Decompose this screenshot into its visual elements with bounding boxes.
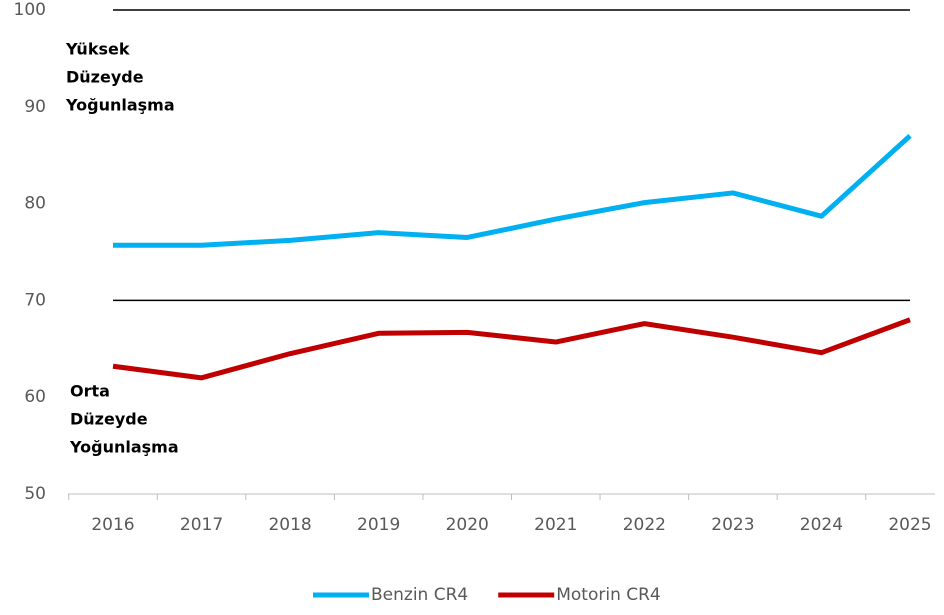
x-tick-label: 2020 [446, 515, 489, 535]
data-line [113, 133, 912, 248]
x-tick-label: 2023 [711, 515, 754, 535]
annotation: Yoğunlaşma [65, 96, 175, 115]
y-tick-label: 60 [24, 387, 46, 407]
y-tick-label: 100 [14, 0, 46, 20]
legend-label: Motorin CR4 [556, 585, 661, 605]
y-tick-label: 90 [24, 97, 46, 117]
y-tick-label: 70 [24, 290, 46, 310]
annotation: Düzeyde [70, 410, 148, 429]
data-line [112, 317, 911, 381]
legend-label: Benzin CR4 [371, 585, 468, 605]
annotation: Düzeyde [66, 68, 144, 87]
x-tick-label: 2021 [534, 515, 577, 535]
annotation: Yüksek [65, 40, 130, 59]
x-tick-label: 2017 [180, 515, 223, 535]
x-tick-label: 2025 [888, 515, 931, 535]
annotation: Orta [70, 382, 110, 401]
x-tick-label: 2018 [268, 515, 311, 535]
x-tick-label: 2022 [623, 515, 666, 535]
x-tick-label: 2019 [357, 515, 400, 535]
y-tick-label: 50 [24, 484, 46, 504]
x-tick-label: 2024 [800, 515, 843, 535]
y-tick-label: 80 [24, 194, 46, 214]
annotation: Yoğunlaşma [69, 438, 179, 457]
x-tick-label: 2016 [91, 515, 134, 535]
